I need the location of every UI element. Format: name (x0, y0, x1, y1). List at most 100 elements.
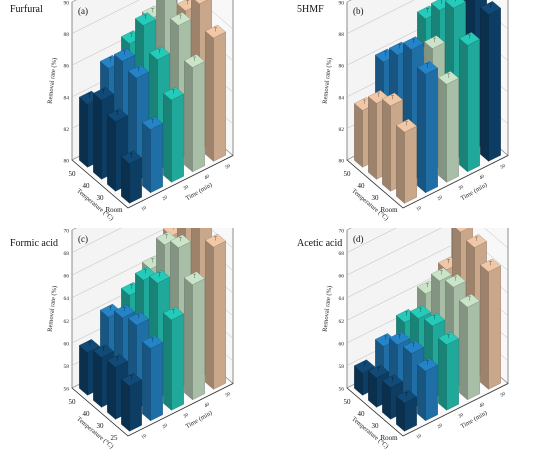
panel-label: (d) (353, 234, 364, 244)
y-tick-label: 64 (64, 296, 70, 302)
y-tick-label: 70 (339, 229, 345, 235)
x-tick-label: 30 (97, 422, 105, 430)
x-tick-label: Room (105, 206, 123, 214)
bar (184, 271, 205, 401)
bar (438, 71, 459, 183)
panel-label: (c) (78, 234, 88, 244)
z-tick-label: 20 (162, 195, 169, 202)
y-tick-label: 66 (339, 274, 345, 280)
x-tick-label: 50 (69, 398, 77, 406)
bar (205, 24, 226, 162)
x-tick-label: 30 (372, 422, 380, 430)
x-axis-label: Temperature (°C) (350, 416, 389, 451)
y-tick-label: 88 (339, 32, 345, 38)
z-axis-label: Time (min) (184, 181, 213, 202)
y-tick-label: 90 (339, 1, 345, 7)
z-tick-label: 30 (183, 413, 190, 420)
y-tick-label: 80 (339, 159, 345, 165)
panel-label: (b) (353, 6, 364, 16)
y-tick-label: 58 (64, 364, 70, 370)
z-tick-label: 20 (437, 195, 444, 202)
x-tick-label: 40 (358, 182, 366, 190)
x-tick-label: 30 (372, 194, 380, 202)
y-tick-label: 66 (64, 274, 70, 280)
bar (480, 1, 501, 162)
x-axis-label: Temperature (°C) (75, 188, 114, 223)
gridline (71, 228, 234, 253)
y-tick-label: 84 (64, 95, 70, 101)
z-tick-label: 50 (225, 392, 232, 399)
y-tick-label: 82 (339, 127, 345, 133)
bar (184, 54, 205, 173)
gridline (71, 0, 234, 34)
bar (417, 61, 438, 194)
y-tick-label: 58 (339, 364, 345, 370)
z-tick-label: 50 (500, 392, 507, 399)
x-axis-label: Temperature (°C) (350, 188, 389, 223)
chart-title: Formic acid (10, 238, 59, 249)
chart-panel-5hmf: 80 82 84 86 88 90 Removal rate (%) Room 30 40 50 Te… (275, 0, 550, 228)
y-tick-label: 60 (64, 341, 70, 347)
bar (163, 86, 184, 183)
z-tick-label: 10 (416, 434, 423, 441)
y-tick-label: 88 (64, 32, 70, 38)
x-tick-label: 50 (344, 398, 352, 406)
y-tick-label: 82 (64, 127, 70, 133)
y-tick-label: 56 (339, 387, 345, 393)
chart-panel-acetic-acid: 56 58 60 62 64 66 68 70 Removal rate (%) Room 30 40… (275, 228, 550, 456)
y-axis-label: Removal rate (%) (322, 58, 334, 105)
z-tick-label: 50 (225, 164, 232, 171)
bar (121, 150, 142, 204)
z-axis-label: Time (min) (459, 181, 488, 202)
y-tick-label: 62 (64, 319, 70, 325)
y-axis-label: Removal rate (%) (47, 58, 59, 105)
bar (459, 294, 480, 401)
z-tick-label: 10 (416, 206, 423, 213)
z-axis-label: Time (min) (184, 409, 213, 430)
chart-title: Furfural (10, 4, 43, 15)
x-tick-label: 40 (83, 182, 91, 190)
bar (480, 258, 501, 390)
bar (396, 389, 417, 432)
x-tick-label: 40 (358, 410, 366, 418)
gridline (346, 228, 509, 276)
bar (142, 335, 163, 422)
bar (417, 357, 438, 422)
gridline (346, 228, 509, 253)
y-tick-label: 80 (64, 159, 70, 165)
z-tick-label: 10 (141, 206, 148, 213)
bar (142, 116, 163, 194)
z-tick-label: 20 (437, 423, 444, 430)
z-tick-label: 20 (162, 423, 169, 430)
y-tick-label: 84 (339, 95, 345, 101)
y-axis-label: Removal rate (%) (322, 286, 334, 333)
bar (459, 32, 480, 173)
bar (121, 372, 142, 432)
y-tick-label: 68 (64, 251, 70, 257)
bar-3d-chart: 56 58 60 62 64 66 68 70 Removal rate (%) 25 30 40 50… (47, 228, 234, 450)
chart-panel-furfural: 80 82 84 86 88 90 Removal rate (%) Room 30 40 50 Te… (0, 0, 275, 228)
y-tick-label: 60 (339, 341, 345, 347)
x-tick-label: 50 (69, 170, 77, 178)
chart-panel-formic-acid: 56 58 60 62 64 66 68 70 Removal rate (%) 25 30 40 50… (0, 228, 275, 456)
y-tick-label: 56 (64, 387, 70, 393)
x-tick-label: Room (380, 206, 398, 214)
z-tick-label: 50 (500, 164, 507, 171)
bar (205, 233, 226, 390)
bar (163, 306, 184, 411)
x-tick-label: Room (380, 434, 398, 442)
z-tick-label: 40 (479, 174, 486, 181)
y-tick-label: 64 (339, 296, 345, 302)
z-tick-label: 40 (479, 402, 486, 409)
z-tick-label: 40 (204, 402, 211, 409)
z-tick-label: 10 (141, 434, 148, 441)
chart-title: 5HMF (297, 4, 324, 15)
bar (396, 118, 417, 204)
x-tick-label: 25 (111, 434, 119, 442)
y-tick-label: 68 (339, 251, 345, 257)
z-axis-label: Time (min) (459, 409, 488, 430)
chart-title: Acetic acid (297, 238, 343, 249)
